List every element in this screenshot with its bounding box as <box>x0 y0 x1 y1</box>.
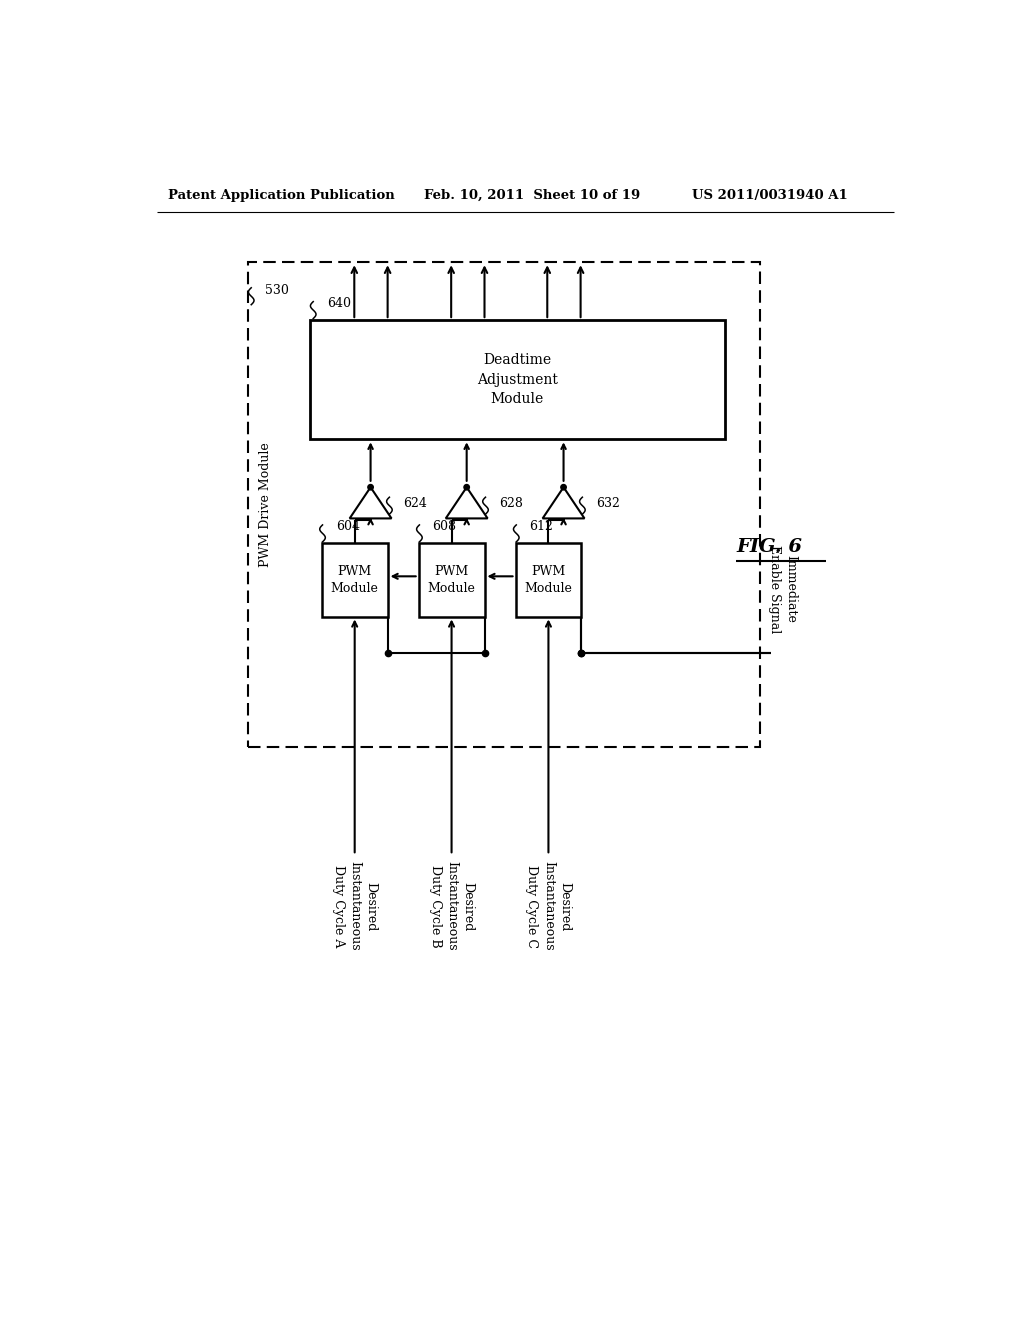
Text: 608: 608 <box>432 520 457 533</box>
FancyBboxPatch shape <box>310 321 725 440</box>
FancyBboxPatch shape <box>248 263 760 747</box>
Text: PWM
Module: PWM Module <box>331 565 379 595</box>
Text: PWM
Module: PWM Module <box>524 565 572 595</box>
Text: 604: 604 <box>336 520 359 533</box>
Text: Patent Application Publication: Patent Application Publication <box>168 189 395 202</box>
Text: 530: 530 <box>265 284 289 297</box>
Circle shape <box>368 484 374 490</box>
Text: 632: 632 <box>596 496 621 510</box>
Text: Desired
Instantaneous
Duty Cycle C: Desired Instantaneous Duty Cycle C <box>525 862 571 950</box>
Text: 640: 640 <box>328 297 351 310</box>
Text: Desired
Instantaneous
Duty Cycle A: Desired Instantaneous Duty Cycle A <box>332 862 378 950</box>
Text: Desired
Instantaneous
Duty Cycle B: Desired Instantaneous Duty Cycle B <box>429 862 474 950</box>
FancyBboxPatch shape <box>322 544 388 616</box>
Text: PWM
Module: PWM Module <box>428 565 475 595</box>
FancyBboxPatch shape <box>515 544 582 616</box>
Text: 624: 624 <box>403 496 427 510</box>
Text: PWM Drive Module: PWM Drive Module <box>259 442 271 568</box>
Text: 612: 612 <box>529 520 553 533</box>
Text: Immediate
Enable Signal: Immediate Enable Signal <box>768 545 798 634</box>
Circle shape <box>464 484 469 490</box>
Text: Feb. 10, 2011  Sheet 10 of 19: Feb. 10, 2011 Sheet 10 of 19 <box>424 189 640 202</box>
Text: FIG. 6: FIG. 6 <box>736 539 803 556</box>
Text: Deadtime
Adjustment
Module: Deadtime Adjustment Module <box>477 354 558 407</box>
FancyBboxPatch shape <box>419 544 484 616</box>
Text: 628: 628 <box>500 496 523 510</box>
Circle shape <box>561 484 566 490</box>
Text: US 2011/0031940 A1: US 2011/0031940 A1 <box>692 189 848 202</box>
